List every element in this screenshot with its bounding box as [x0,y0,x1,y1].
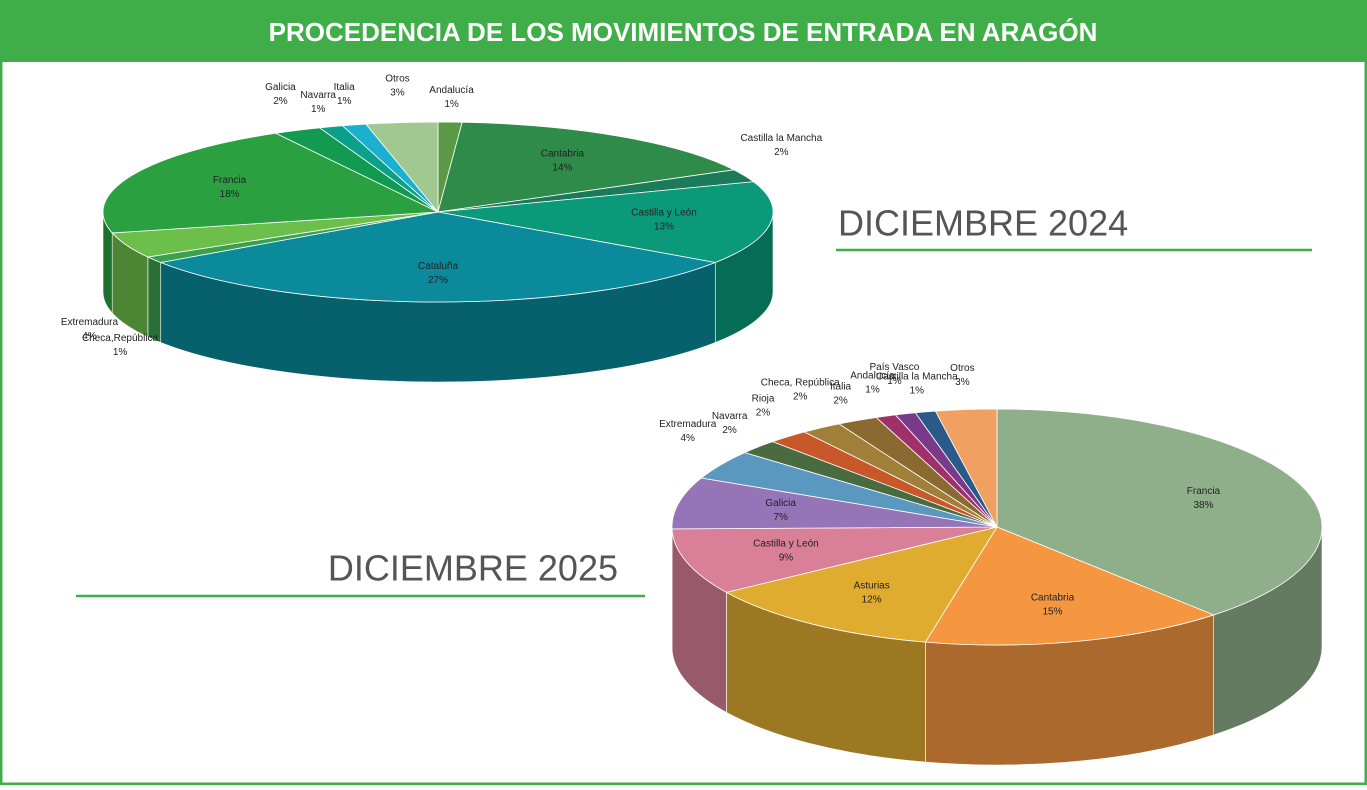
slice-label: Asturias [854,581,890,592]
slice-value-label: 9% [779,552,794,563]
slice-value-label: 12% [862,595,882,606]
slice-label: Checa, República [761,377,840,388]
slice-label: Italia [830,381,852,392]
slice-label: Extremadura [659,419,717,430]
slice-label: Francia [1187,486,1221,497]
slice-value-label: 2% [756,407,771,418]
slice-value-label: 1% [444,99,459,110]
slice-label: Navarra [712,411,748,422]
header-title: PROCEDENCIA DE LOS MOVIMIENTOS DE ENTRAD… [269,17,1098,47]
slice-value-label: 38% [1193,500,1213,511]
slice-value-label: 2% [273,96,288,107]
slice-value-label: 18% [220,189,240,200]
slice-label: Otros [385,73,409,84]
slice-label: Castilla y León [753,538,819,549]
chart-title: DICIEMBRE 2024 [838,203,1128,244]
slice-value-label: 2% [722,425,737,436]
slice-label: Cantabria [541,148,585,159]
slice-label: Cantabria [1031,592,1075,603]
slice-label: Castilla la Mancha [740,133,822,144]
slice-label: Castilla y León [631,207,697,218]
slice-value-label: 27% [428,275,448,286]
slice-label: Rioja [752,393,775,404]
slice-value-label: 7% [773,512,788,523]
slice-label: Castilla la Mancha [876,372,958,383]
slice-label: Galicia [265,82,296,93]
chart-title: DICIEMBRE 2025 [328,548,618,589]
slice-label: Cataluña [418,261,458,272]
slice-label: Francia [213,175,247,186]
slice-value-label: 1% [337,96,352,107]
slice-value-label: 1% [910,386,925,397]
slice-value-label: 1% [113,347,128,358]
slice-value-label: 2% [833,395,848,406]
slice-label: Extremadura [61,317,119,328]
slice-value-label: 2% [793,391,808,402]
slice-value-label: 3% [955,377,970,388]
slice-value-label: 4% [82,331,97,342]
slice-value-label: 15% [1042,606,1062,617]
slice-label: Otros [950,363,974,374]
slice-value-label: 3% [390,87,405,98]
slice-label: Galicia [765,498,796,509]
slice-value-label: 14% [552,162,572,173]
slice-label: Italia [334,82,356,93]
slice-label: Navarra [300,90,336,101]
slice-side [148,257,161,343]
slice-value-label: 13% [654,221,674,232]
slice-value-label: 2% [774,147,789,158]
slice-label: Andalucía [429,85,474,96]
slice-value-label: 1% [865,384,880,395]
slice-value-label: 1% [311,104,326,115]
slice-value-label: 4% [680,433,695,444]
